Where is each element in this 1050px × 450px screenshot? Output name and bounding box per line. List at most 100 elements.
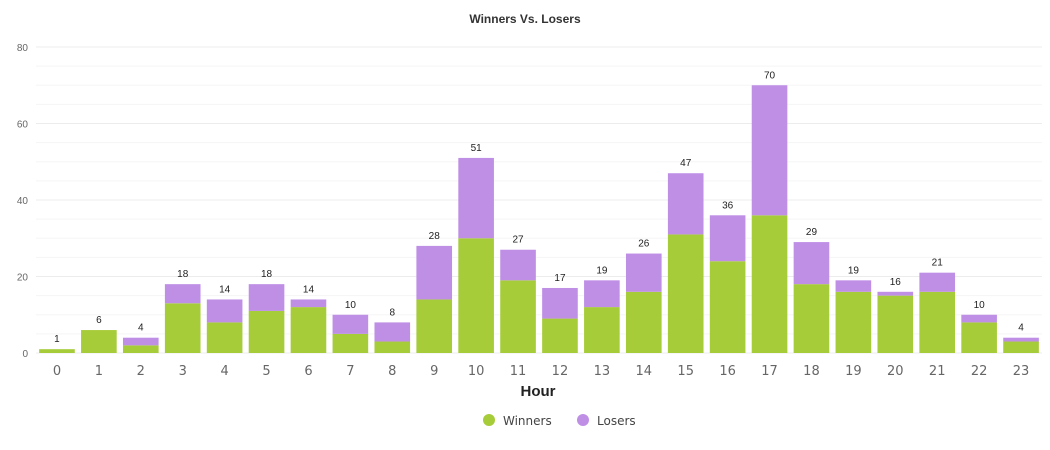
x-axis-label: Hour (521, 383, 556, 400)
x-tick-label: 1 (95, 364, 103, 379)
legend-item-losers[interactable]: Losers (577, 414, 636, 428)
bar-winners-1[interactable] (81, 330, 117, 353)
x-tick-label: 8 (388, 364, 396, 379)
data-label-total-3: 18 (177, 269, 189, 280)
x-tick-label: 15 (677, 364, 694, 379)
bar-losers-19[interactable] (835, 280, 872, 292)
bar-losers-18[interactable] (793, 242, 830, 285)
x-tick-label: 7 (346, 364, 354, 379)
bar-winners-3[interactable] (164, 303, 201, 353)
x-tick-label: 0 (53, 364, 61, 379)
bar-winners-2[interactable] (122, 345, 159, 353)
data-label-total-1: 6 (96, 315, 102, 326)
bar-winners-15[interactable] (667, 234, 704, 353)
data-label-total-7: 10 (345, 300, 357, 311)
bar-losers-21[interactable] (919, 272, 956, 292)
bar-winners-19[interactable] (835, 291, 872, 353)
bar-winners-6[interactable] (290, 307, 327, 353)
bar-losers-10[interactable] (458, 157, 494, 239)
bar-winners-20[interactable] (877, 295, 914, 353)
bar-losers-11[interactable] (500, 249, 536, 281)
y-axis-ticks: 0 20 40 60 80 (17, 43, 29, 360)
y-tick-label: 0 (22, 349, 28, 360)
legend-marker (483, 414, 495, 426)
data-label-total-21: 21 (932, 258, 944, 269)
bar-winners-17[interactable] (751, 215, 788, 353)
data-label-total-0: 1 (54, 334, 60, 345)
bar-losers-6[interactable] (290, 299, 327, 308)
y-tick-label: 80 (17, 43, 29, 54)
legend-item-winners[interactable]: Winners (483, 414, 552, 428)
data-label-total-4: 14 (219, 284, 231, 295)
x-tick-label: 22 (971, 364, 988, 379)
data-label-total-2: 4 (138, 323, 144, 334)
bar-losers-9[interactable] (416, 245, 453, 300)
bars (39, 85, 1039, 353)
bar-losers-3[interactable] (164, 284, 201, 304)
bar-losers-5[interactable] (248, 284, 285, 311)
x-tick-label: 18 (803, 364, 820, 379)
y-tick-label: 60 (17, 120, 29, 131)
bar-losers-15[interactable] (667, 173, 704, 235)
bar-winners-21[interactable] (919, 291, 956, 353)
data-label-total-23: 4 (1018, 323, 1024, 334)
x-tick-label: 3 (179, 364, 187, 379)
bar-winners-12[interactable] (542, 318, 578, 353)
bar-winners-23[interactable] (1003, 341, 1039, 353)
bar-winners-7[interactable] (332, 333, 369, 353)
bar-losers-23[interactable] (1003, 337, 1039, 342)
bar-losers-4[interactable] (206, 299, 243, 323)
x-tick-label: 9 (430, 364, 438, 379)
data-label-total-8: 8 (390, 307, 396, 318)
bar-winners-9[interactable] (416, 299, 453, 353)
data-label-total-5: 18 (261, 269, 273, 280)
x-tick-label: 6 (304, 364, 312, 379)
bar-losers-14[interactable] (625, 253, 662, 292)
x-tick-label: 20 (887, 364, 904, 379)
bar-winners-4[interactable] (206, 322, 243, 353)
legend-marker (577, 414, 589, 426)
bar-winners-18[interactable] (793, 284, 830, 353)
bar-winners-16[interactable] (709, 261, 746, 353)
bar-losers-13[interactable] (584, 280, 620, 308)
legend-label: Losers (597, 414, 636, 428)
data-label-total-12: 17 (554, 273, 566, 284)
bar-winners-13[interactable] (584, 307, 620, 353)
bar-winners-22[interactable] (961, 322, 997, 353)
bar-winners-14[interactable] (625, 291, 662, 353)
y-tick-label: 40 (17, 196, 29, 207)
data-label-total-19: 19 (848, 265, 860, 276)
bar-losers-2[interactable] (122, 337, 159, 346)
bar-losers-8[interactable] (374, 322, 411, 342)
x-tick-label: 11 (510, 364, 527, 379)
bar-winners-0[interactable] (39, 349, 75, 353)
x-tick-label: 16 (719, 364, 736, 379)
data-label-total-18: 29 (806, 227, 818, 238)
data-label-total-16: 36 (722, 200, 734, 211)
x-tick-label: 10 (468, 364, 485, 379)
x-tick-label: 13 (594, 364, 611, 379)
bar-losers-7[interactable] (332, 314, 369, 334)
bar-winners-11[interactable] (500, 280, 536, 353)
bar-winners-5[interactable] (248, 310, 285, 353)
x-tick-label: 17 (761, 364, 778, 379)
data-label-total-14: 26 (638, 239, 650, 250)
data-label-total-20: 16 (890, 277, 902, 288)
bar-losers-16[interactable] (709, 215, 746, 262)
bar-losers-12[interactable] (542, 287, 578, 319)
data-label-total-9: 28 (429, 231, 441, 242)
bar-winners-10[interactable] (458, 238, 494, 353)
y-tick-label: 20 (17, 273, 29, 284)
legend-label: Winners (503, 414, 552, 428)
bar-losers-17[interactable] (751, 85, 788, 216)
x-axis-ticks: 0 1 2 3 4 5 6 7 8 9 10 11 12 13 14 15 16 17 18 19 20 21 22 23 (53, 364, 1029, 379)
bar-losers-20[interactable] (877, 291, 914, 296)
legend: Winners Losers (483, 414, 636, 428)
data-label-total-6: 14 (303, 284, 315, 295)
bar-losers-22[interactable] (961, 314, 997, 323)
chart-title: Winners Vs. Losers (469, 12, 581, 26)
x-tick-label: 14 (636, 364, 653, 379)
bar-winners-8[interactable] (374, 341, 411, 353)
x-tick-label: 19 (845, 364, 862, 379)
